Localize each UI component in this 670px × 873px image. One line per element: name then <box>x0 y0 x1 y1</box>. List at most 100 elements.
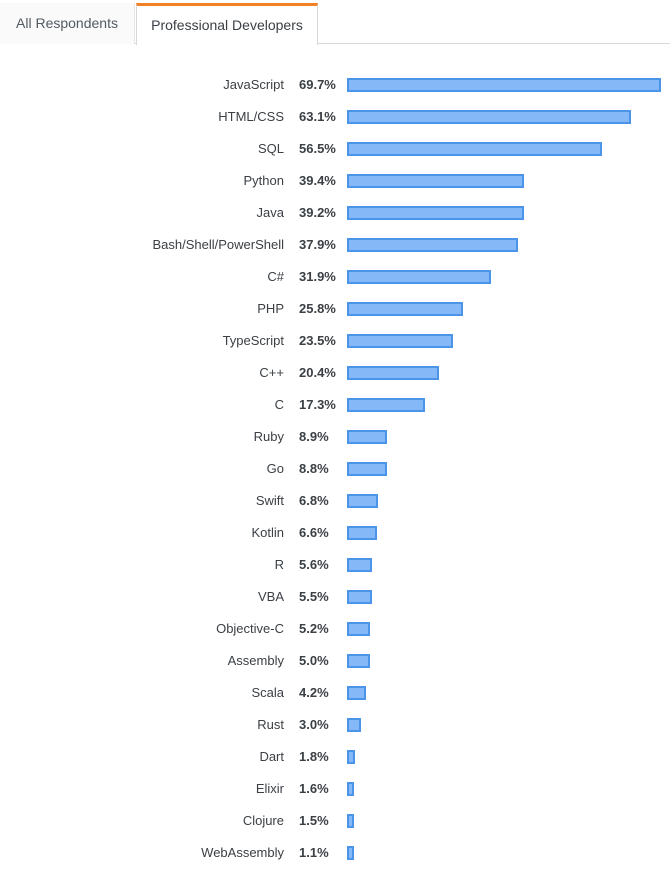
chart-row: Scala 4.2% <box>0 677 670 709</box>
bar <box>347 110 631 124</box>
value-label: 25.8% <box>299 301 336 316</box>
value-label: 6.8% <box>299 493 329 508</box>
bar <box>347 334 453 348</box>
chart-row: HTML/CSS 63.1% <box>0 101 670 133</box>
category-label: Kotlin <box>251 525 284 540</box>
chart-row: Bash/Shell/PowerShell 37.9% <box>0 229 670 261</box>
tab-bar: All Respondents Professional Developers <box>0 0 670 45</box>
bar <box>347 654 370 668</box>
category-label: Assembly <box>227 653 284 668</box>
bar <box>347 718 361 732</box>
value-label: 1.6% <box>299 781 329 796</box>
category-label: HTML/CSS <box>218 109 284 124</box>
value-label: 8.8% <box>299 461 329 476</box>
category-label: C++ <box>259 365 284 380</box>
bar <box>347 142 602 156</box>
chart-row: Kotlin 6.6% <box>0 517 670 549</box>
chart-row: WebAssembly 1.1% <box>0 837 670 869</box>
bar <box>347 558 372 572</box>
category-label: Java <box>256 205 284 220</box>
category-label: Python <box>243 173 284 188</box>
category-label: TypeScript <box>222 333 284 348</box>
category-label: SQL <box>257 141 284 156</box>
chart-row: Clojure 1.5% <box>0 805 670 837</box>
chart-row: Dart 1.8% <box>0 741 670 773</box>
category-label: VBA <box>257 589 284 604</box>
bar <box>347 526 377 540</box>
value-label: 8.9% <box>299 429 329 444</box>
value-label: 17.3% <box>299 397 336 412</box>
category-label: Elixir <box>255 781 284 796</box>
chart-row: Assembly 5.0% <box>0 645 670 677</box>
value-label: 20.4% <box>299 365 336 380</box>
value-label: 56.5% <box>299 141 336 156</box>
language-bar-chart: JavaScript 69.7% HTML/CSS 63.1% SQL 56.5% Pyth… <box>0 44 670 873</box>
value-label: 1.1% <box>299 845 329 860</box>
bar <box>347 78 661 92</box>
chart-row: PHP 25.8% <box>0 293 670 325</box>
category-label: Clojure <box>242 813 284 828</box>
category-label: PHP <box>257 301 284 316</box>
value-label: 5.6% <box>299 557 329 572</box>
value-label: 1.5% <box>299 813 329 828</box>
chart-row: Swift 6.8% <box>0 485 670 517</box>
bar <box>347 174 524 188</box>
category-label: Go <box>266 461 284 476</box>
category-label: Objective-C <box>216 621 284 636</box>
bar <box>347 494 378 508</box>
bar <box>347 782 354 796</box>
chart-row: Python 39.4% <box>0 165 670 197</box>
bar <box>347 270 491 284</box>
category-label: Bash/Shell/PowerShell <box>152 237 284 252</box>
chart-row: Ruby 8.9% <box>0 421 670 453</box>
value-label: 1.8% <box>299 749 329 764</box>
bar <box>347 846 354 860</box>
chart-row: C 17.3% <box>0 389 670 421</box>
bar <box>347 206 524 220</box>
chart-row: VBA 5.5% <box>0 581 670 613</box>
chart-row: Elixir 1.6% <box>0 773 670 805</box>
value-label: 63.1% <box>299 109 336 124</box>
category-label: Ruby <box>253 429 284 444</box>
bar <box>347 750 355 764</box>
bar <box>347 238 518 252</box>
value-label: 5.5% <box>299 589 329 604</box>
bar <box>347 462 387 476</box>
bar <box>347 398 425 412</box>
category-label: JavaScript <box>223 77 284 92</box>
bar <box>347 590 372 604</box>
category-label: Rust <box>257 717 284 732</box>
bar <box>347 686 366 700</box>
category-label: Swift <box>255 493 284 508</box>
value-label: 69.7% <box>299 77 336 92</box>
value-label: 5.0% <box>299 653 329 668</box>
chart-row: Objective-C 5.2% <box>0 613 670 645</box>
value-label: 3.0% <box>299 717 329 732</box>
value-label: 39.2% <box>299 205 336 220</box>
category-label: Scala <box>251 685 284 700</box>
chart-row: C++ 20.4% <box>0 357 670 389</box>
chart-row: R 5.6% <box>0 549 670 581</box>
category-label: R <box>274 557 284 572</box>
category-label: C# <box>267 269 284 284</box>
value-label: 37.9% <box>299 237 336 252</box>
value-label: 5.2% <box>299 621 329 636</box>
chart-row: Rust 3.0% <box>0 709 670 741</box>
value-label: 6.6% <box>299 525 329 540</box>
bar <box>347 622 370 636</box>
chart-row: Java 39.2% <box>0 197 670 229</box>
tab-all-respondents[interactable]: All Respondents <box>0 3 135 44</box>
value-label: 39.4% <box>299 173 336 188</box>
chart-row: C# 31.9% <box>0 261 670 293</box>
category-label: Dart <box>259 749 284 764</box>
chart-row: Go 8.8% <box>0 453 670 485</box>
chart-row: TypeScript 23.5% <box>0 325 670 357</box>
tab-professional-developers[interactable]: Professional Developers <box>136 3 318 45</box>
chart-row: JavaScript 69.7% <box>0 69 670 101</box>
bar <box>347 814 354 828</box>
value-label: 31.9% <box>299 269 336 284</box>
value-label: 4.2% <box>299 685 329 700</box>
category-label: WebAssembly <box>201 845 284 860</box>
bar <box>347 366 439 380</box>
value-label: 23.5% <box>299 333 336 348</box>
